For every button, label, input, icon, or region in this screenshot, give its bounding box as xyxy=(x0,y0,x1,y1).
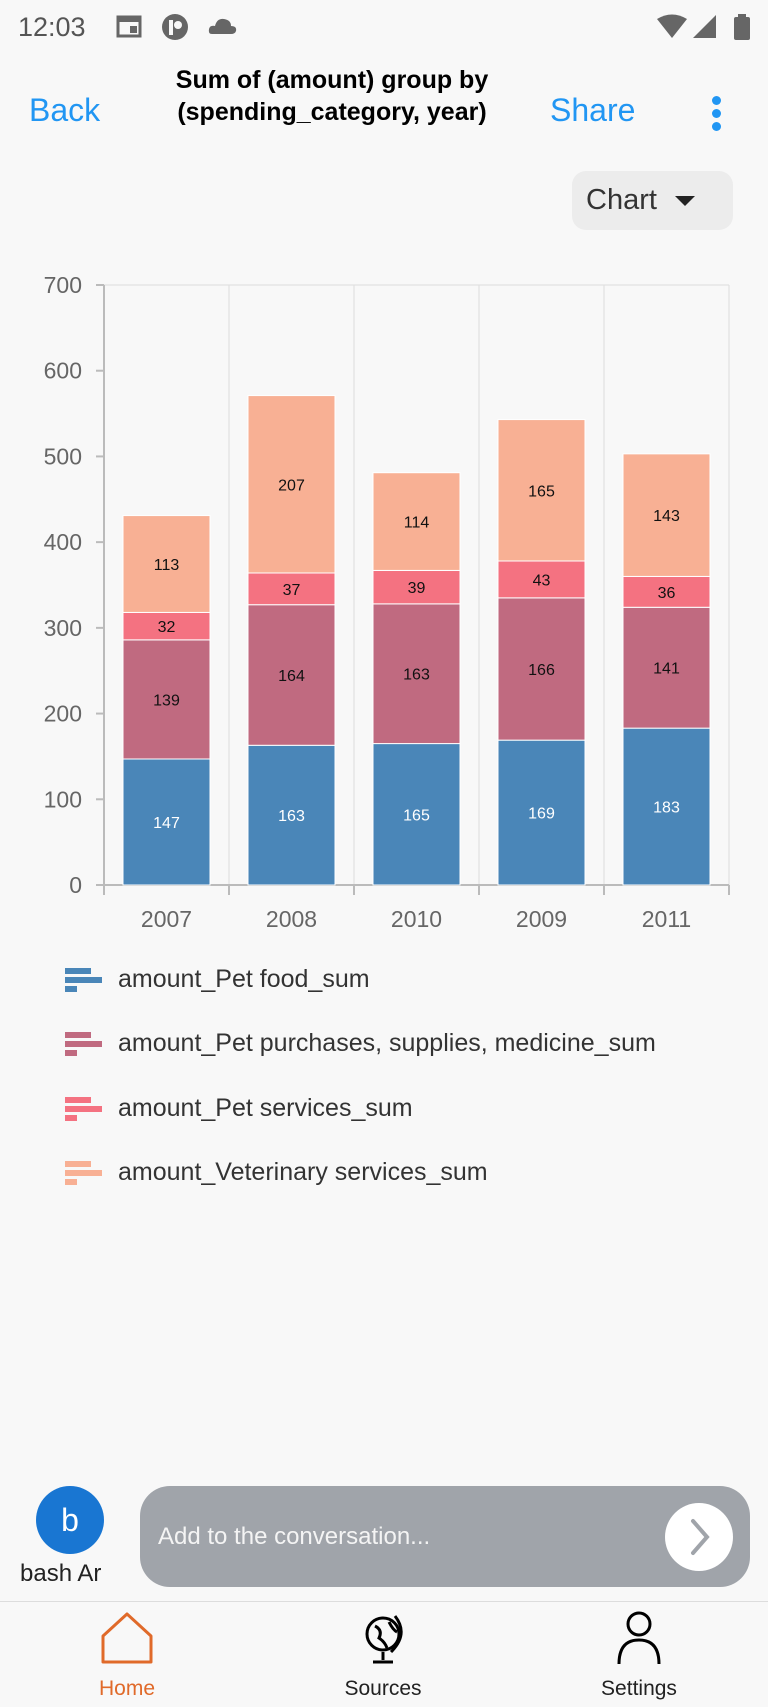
bar-segment xyxy=(622,453,711,577)
divider xyxy=(0,1601,768,1602)
more-vertical-icon[interactable] xyxy=(708,96,724,132)
calendar-icon xyxy=(116,14,142,45)
chevron-right-icon xyxy=(691,1519,710,1555)
data-label: 141 xyxy=(653,661,680,678)
bar-segment xyxy=(497,419,586,562)
legend-label: amount_Pet services_sum xyxy=(118,1093,413,1122)
data-label: 165 xyxy=(528,483,555,500)
legend-label: amount_Veterinary services_sum xyxy=(118,1157,488,1186)
x-tick-label: 2008 xyxy=(266,906,317,932)
bar-segment xyxy=(122,611,211,641)
y-tick-label: 500 xyxy=(44,443,82,469)
y-tick-label: 400 xyxy=(44,529,82,555)
title-line-1: Sum of (amount) group by xyxy=(175,66,489,94)
data-label: 143 xyxy=(653,508,680,525)
signal-icon xyxy=(692,14,718,47)
view-selector-value: Chart xyxy=(586,184,657,216)
bar-segment xyxy=(497,597,586,741)
data-label: 32 xyxy=(158,619,176,636)
x-tick-label: 2011 xyxy=(642,906,691,932)
data-label: 166 xyxy=(528,662,555,679)
bar-segment xyxy=(122,515,211,613)
bar-segment xyxy=(497,560,586,599)
y-tick-label: 600 xyxy=(44,358,82,384)
bar-segment xyxy=(247,572,336,606)
back-button[interactable]: Back xyxy=(29,92,101,128)
data-label: 113 xyxy=(154,557,180,574)
bar-segment xyxy=(622,606,711,729)
share-button[interactable]: Share xyxy=(550,92,636,128)
username: bash Ar xyxy=(20,1560,102,1587)
globe-icon xyxy=(365,1615,403,1664)
nav-settings[interactable]: Settings xyxy=(564,1610,714,1701)
data-label: 164 xyxy=(278,668,305,685)
data-label: 165 xyxy=(403,807,430,824)
legend-label: amount_Pet food_sum xyxy=(118,964,370,993)
data-label: 147 xyxy=(153,815,180,832)
x-tick-label: 2009 xyxy=(516,906,567,932)
page-title: Sum of (amount) group by (spending_categ… xyxy=(130,64,534,128)
bar-segment xyxy=(622,575,711,608)
battery-icon xyxy=(734,14,750,49)
bar-segment xyxy=(622,727,711,886)
legend-item[interactable]: amount_Veterinary services_sum xyxy=(65,1152,488,1192)
x-tick-label: 2007 xyxy=(141,906,192,932)
legend-item[interactable]: amount_Pet food_sum xyxy=(65,959,370,999)
data-label: 207 xyxy=(278,477,305,494)
data-label: 114 xyxy=(404,515,430,532)
y-tick-label: 0 xyxy=(69,872,82,898)
cloud-icon xyxy=(208,14,238,45)
legend-bars-icon xyxy=(65,1092,102,1124)
bar-segment xyxy=(497,739,586,886)
bar-segment xyxy=(372,743,461,886)
data-label: 36 xyxy=(658,585,676,602)
conversation-input[interactable]: Add to the conversation... xyxy=(140,1486,750,1587)
status-time: 12:03 xyxy=(18,12,86,42)
legend-bars-icon xyxy=(65,963,102,995)
home-icon xyxy=(101,1612,153,1664)
wifi-icon xyxy=(656,14,688,47)
y-tick-label: 700 xyxy=(44,272,82,298)
nav-sources-label: Sources xyxy=(344,1677,422,1700)
legend-label: amount_Pet purchases, supplies, medicine… xyxy=(118,1028,656,1057)
data-label: 183 xyxy=(653,800,680,817)
data-label: 163 xyxy=(403,667,430,684)
y-tick-label: 100 xyxy=(44,786,82,812)
conversation-input-placeholder: Add to the conversation... xyxy=(158,1522,431,1550)
bar-segment xyxy=(372,472,461,571)
bar-segment xyxy=(372,569,461,605)
data-label: 169 xyxy=(528,806,555,823)
nav-home-label: Home xyxy=(98,1677,156,1700)
bar-segment xyxy=(247,395,336,574)
x-tick-label: 2010 xyxy=(391,906,442,932)
title-line-2: (spending_category, year) xyxy=(177,98,487,126)
app-icon xyxy=(160,14,190,51)
legend-bars-icon xyxy=(65,1027,102,1059)
send-button[interactable] xyxy=(665,1503,733,1571)
bar-segment xyxy=(247,744,336,886)
legend-bars-icon xyxy=(65,1156,102,1188)
view-selector-dropdown[interactable]: Chart xyxy=(572,171,733,230)
data-label: 43 xyxy=(533,572,551,589)
legend-item[interactable]: amount_Pet purchases, supplies, medicine… xyxy=(65,1023,656,1063)
nav-sources[interactable]: Sources xyxy=(308,1610,458,1701)
person-icon xyxy=(617,1611,661,1665)
avatar[interactable]: b xyxy=(36,1486,104,1554)
y-tick-label: 300 xyxy=(44,615,82,641)
data-label: 163 xyxy=(278,808,305,825)
data-label: 37 xyxy=(283,582,301,599)
bar-segment xyxy=(372,603,461,745)
nav-home[interactable]: Home xyxy=(52,1610,202,1701)
legend-item[interactable]: amount_Pet services_sum xyxy=(65,1088,413,1128)
caret-down-icon xyxy=(674,195,695,206)
nav-settings-label: Settings xyxy=(601,1677,677,1700)
bar-segment xyxy=(122,639,211,760)
stacked-bar-chart: 0 100 200 300 400 500 600 700 2007 147 139 32 113 200… xyxy=(44,272,730,932)
data-label: 39 xyxy=(408,580,426,597)
y-tick-label: 200 xyxy=(44,701,82,727)
data-label: 139 xyxy=(153,692,180,709)
